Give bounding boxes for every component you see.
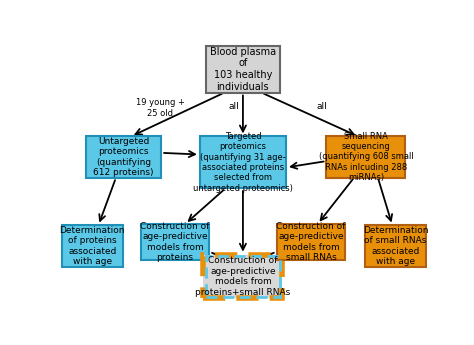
Text: Small RNA
sequencing
(quantifying 608 small
RNAs inlcuding 288
miRNAs): Small RNA sequencing (quantifying 608 sm… — [319, 132, 413, 182]
FancyBboxPatch shape — [86, 136, 161, 178]
Text: all: all — [317, 102, 327, 111]
Text: Construction of
age-predictive
models from
proteins: Construction of age-predictive models fr… — [140, 222, 210, 262]
FancyBboxPatch shape — [141, 224, 209, 260]
FancyBboxPatch shape — [277, 224, 345, 260]
FancyBboxPatch shape — [206, 46, 280, 92]
FancyBboxPatch shape — [200, 136, 286, 188]
Text: 19 young +
25 old: 19 young + 25 old — [136, 98, 185, 118]
Text: Blood plasma
of
103 healthy
individuals: Blood plasma of 103 healthy individuals — [210, 47, 276, 92]
Text: Construction of
age-predictive
models from
proteins+small RNAs: Construction of age-predictive models fr… — [195, 256, 291, 297]
FancyBboxPatch shape — [62, 225, 123, 267]
Text: all: all — [228, 102, 239, 111]
Text: Targeted
proteomics
(quantifying 31 age-
associated proteins
selected from
untar: Targeted proteomics (quantifying 31 age-… — [193, 132, 293, 193]
Text: Untargeted
proteomics
(quantifying
612 proteins): Untargeted proteomics (quantifying 612 p… — [93, 137, 154, 177]
FancyBboxPatch shape — [203, 255, 283, 298]
FancyBboxPatch shape — [365, 225, 426, 267]
FancyBboxPatch shape — [327, 136, 405, 178]
Text: Determination
of small RNAs
associated
with age: Determination of small RNAs associated w… — [363, 226, 428, 266]
Text: Determination
of proteins
associated
with age: Determination of proteins associated wit… — [60, 226, 125, 266]
Text: Construction of
age-predictive
models from
small RNAs: Construction of age-predictive models fr… — [276, 222, 346, 262]
